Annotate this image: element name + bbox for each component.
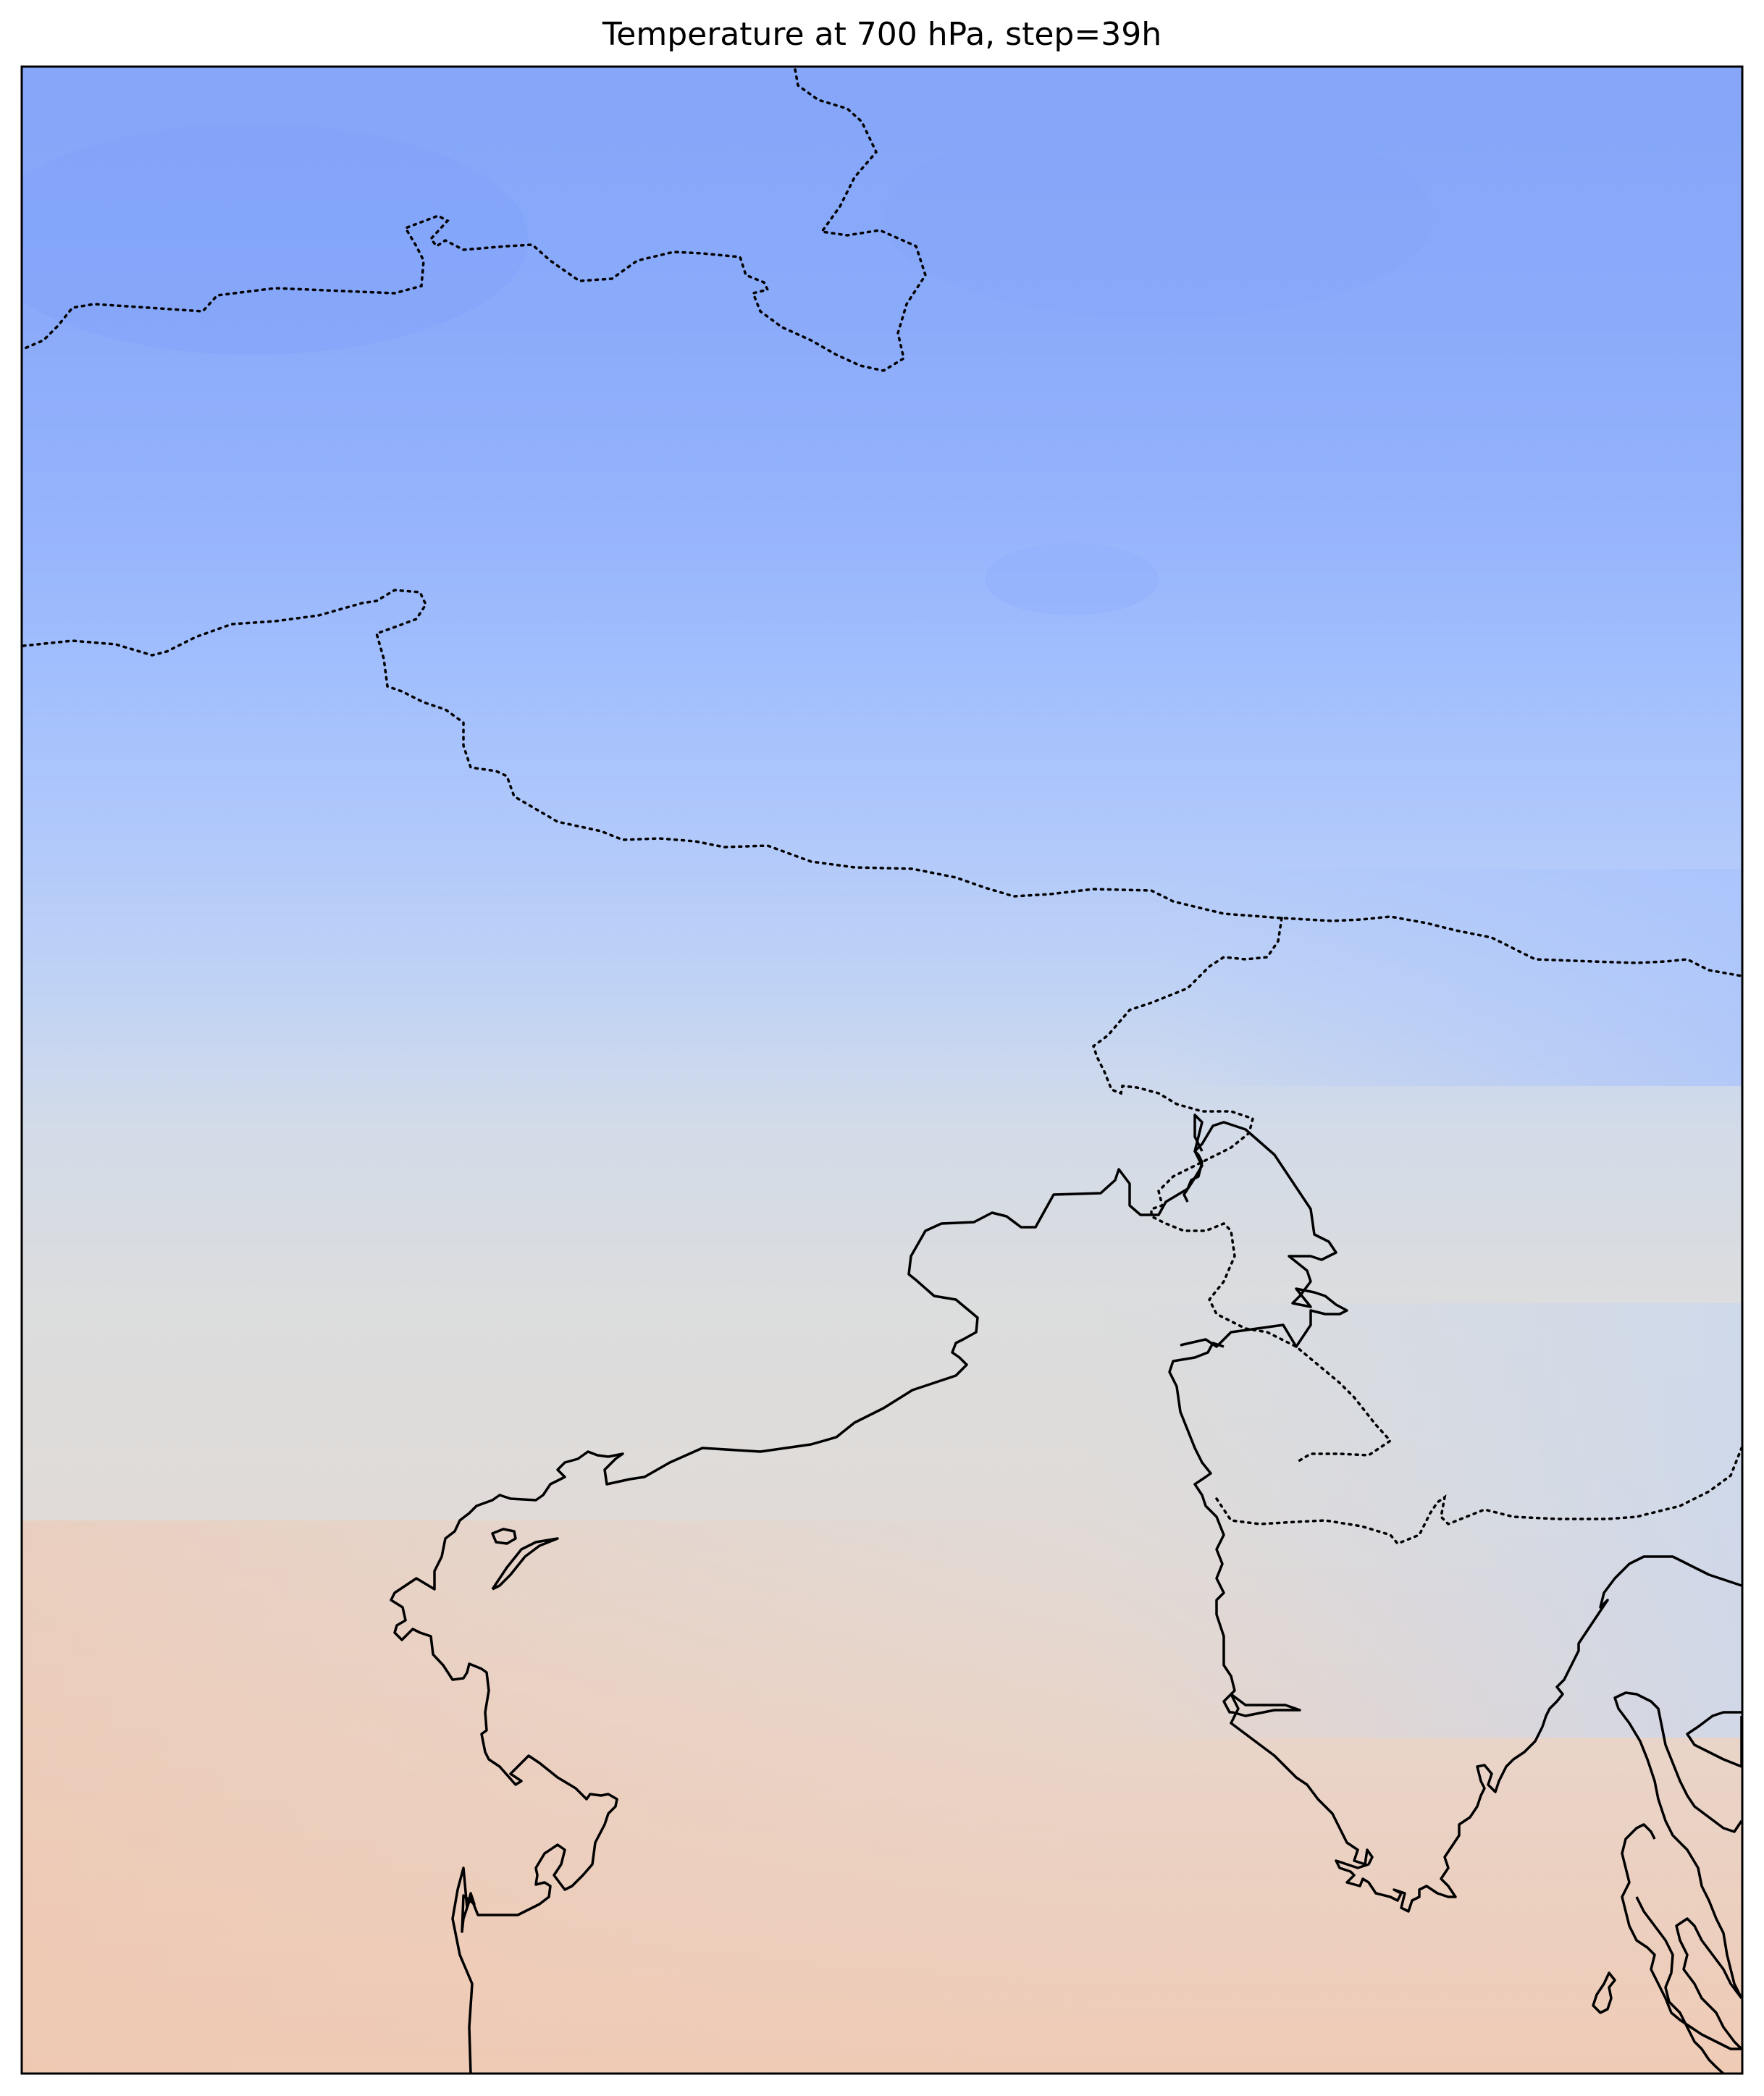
map-frame (20, 65, 1744, 2075)
temperature-warm-southwest (22, 1520, 1108, 2074)
temperature-cold-cell-3 (985, 543, 1159, 615)
border-south (1215, 1447, 1742, 1546)
coastline-east-inlet (1613, 1691, 1742, 1999)
coastline-gulf (1180, 1121, 1348, 1348)
border-middle (22, 589, 1742, 977)
temperature-cool-southeast (1086, 1303, 1742, 1738)
temperature-cold-cell (22, 123, 529, 355)
border-southeast (1091, 917, 1393, 1464)
coastline-se-coast (1635, 1896, 1725, 2074)
map-title: Temperature at 700 hPa, step=39h (602, 16, 1162, 53)
coastline-peninsula (1168, 1342, 1742, 1913)
temperature-cool-east (1159, 869, 1742, 1086)
temperature-cold-cell-2 (883, 116, 1434, 319)
country-borders (22, 68, 1742, 1546)
coastline-southeast-islands (1675, 1917, 1742, 2050)
coastline-lake (491, 1528, 517, 1545)
border-north (22, 68, 927, 372)
coastline-main (390, 1114, 1204, 2074)
coastline-island-small (1592, 1971, 1616, 2014)
coastline-southeast-lower (1621, 1823, 1742, 2050)
coastline-spit (491, 1537, 559, 1591)
